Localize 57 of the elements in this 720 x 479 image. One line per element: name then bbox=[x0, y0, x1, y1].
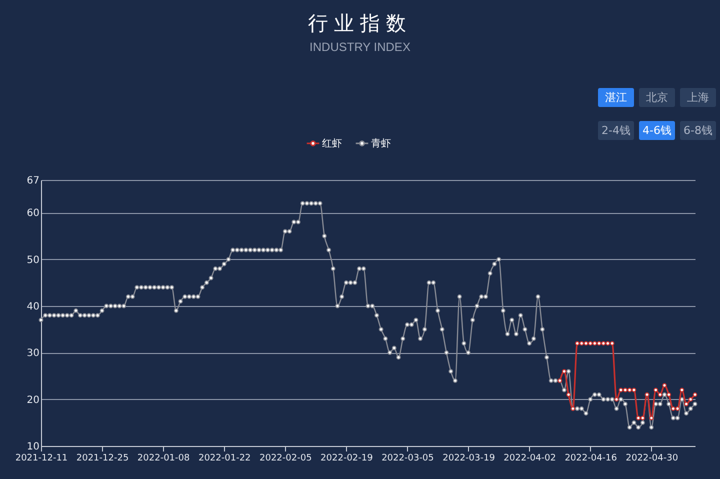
y-tick-label: 50 bbox=[26, 254, 40, 266]
x-tick-label: 2022-01-22 bbox=[198, 454, 251, 464]
x-tick-label: 2022-03-05 bbox=[382, 454, 434, 464]
point bbox=[562, 369, 566, 374]
x-tick-label: 2022-03-19 bbox=[442, 454, 496, 464]
x-tick-label: 2022-04-02 bbox=[504, 454, 556, 464]
point bbox=[688, 397, 693, 402]
y-tick-label: 40 bbox=[26, 302, 40, 312]
point bbox=[692, 392, 698, 397]
point bbox=[614, 397, 619, 402]
x-tick-label: 2021-12-11 bbox=[15, 454, 68, 464]
x-tick-label: 2022-04-30 bbox=[626, 454, 678, 464]
text: 6-8钱 bbox=[680, 121, 716, 140]
chart-subtitle: INDUSTRY INDEX bbox=[308, 40, 412, 54]
chart-title: 行业指数 bbox=[307, 10, 413, 37]
point bbox=[670, 406, 676, 411]
point bbox=[684, 402, 689, 406]
point bbox=[632, 388, 636, 392]
point bbox=[575, 341, 580, 346]
point bbox=[579, 341, 584, 346]
y-tick-label: 30 bbox=[26, 348, 40, 360]
point bbox=[662, 383, 667, 388]
x-tick-label: 2022-02-05 bbox=[260, 454, 312, 464]
point bbox=[596, 341, 602, 346]
point bbox=[588, 341, 593, 346]
y-tick-label: 60 bbox=[26, 208, 40, 220]
legend-label: 青虾 bbox=[371, 137, 391, 150]
point bbox=[610, 341, 614, 346]
point bbox=[675, 406, 680, 411]
point bbox=[566, 392, 571, 397]
text: 湛江 bbox=[598, 88, 634, 107]
point bbox=[584, 341, 588, 346]
y-tick-label: 67 bbox=[26, 176, 40, 186]
x-tick-label: 2022-01-08 bbox=[137, 454, 190, 464]
x-tick-label: 2022-02-19 bbox=[320, 454, 374, 464]
point bbox=[606, 341, 610, 346]
text: 北京 bbox=[639, 88, 675, 107]
legend-label: 红虾 bbox=[322, 137, 342, 150]
point bbox=[623, 388, 628, 392]
x-tick-label: 2022-04-16 bbox=[564, 454, 618, 464]
point bbox=[649, 416, 654, 420]
point bbox=[640, 416, 645, 420]
point bbox=[654, 388, 658, 392]
text: 4-6钱 bbox=[639, 121, 675, 140]
point bbox=[618, 388, 624, 392]
point bbox=[680, 388, 684, 392]
x-tick-label: 2021-12-25 bbox=[76, 454, 129, 464]
point bbox=[592, 341, 597, 346]
point bbox=[601, 341, 606, 346]
point bbox=[658, 392, 662, 397]
text: 上海 bbox=[680, 88, 716, 107]
point bbox=[666, 392, 672, 397]
y-tick-label: 20 bbox=[26, 394, 40, 406]
point bbox=[636, 416, 641, 420]
text: 2-4钱 bbox=[598, 121, 634, 140]
point bbox=[627, 388, 632, 392]
y-tick-label: 10 bbox=[26, 442, 40, 452]
